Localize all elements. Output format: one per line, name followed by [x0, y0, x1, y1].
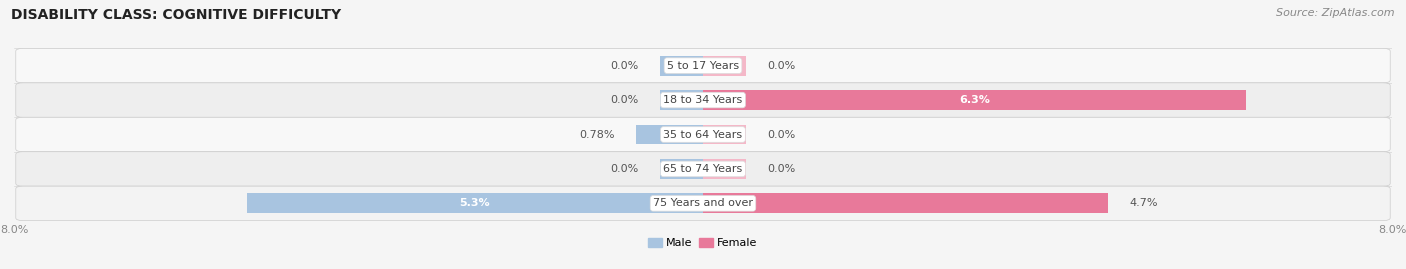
Text: 18 to 34 Years: 18 to 34 Years — [664, 95, 742, 105]
Text: 5 to 17 Years: 5 to 17 Years — [666, 61, 740, 71]
Bar — [703, 56, 747, 76]
Text: 65 to 74 Years: 65 to 74 Years — [664, 164, 742, 174]
Bar — [659, 90, 703, 110]
Text: 0.0%: 0.0% — [610, 95, 638, 105]
Bar — [636, 125, 703, 144]
FancyBboxPatch shape — [15, 48, 1391, 83]
Bar — [703, 125, 747, 144]
Text: 6.3%: 6.3% — [959, 95, 990, 105]
Text: 0.0%: 0.0% — [768, 164, 796, 174]
Bar — [703, 193, 1108, 213]
Bar — [246, 193, 703, 213]
Text: 4.7%: 4.7% — [1129, 198, 1157, 208]
Bar — [659, 159, 703, 179]
Text: 0.0%: 0.0% — [768, 61, 796, 71]
Text: DISABILITY CLASS: COGNITIVE DIFFICULTY: DISABILITY CLASS: COGNITIVE DIFFICULTY — [11, 8, 342, 22]
Text: 75 Years and over: 75 Years and over — [652, 198, 754, 208]
Text: 5.3%: 5.3% — [460, 198, 491, 208]
Bar — [703, 90, 1246, 110]
Text: 0.0%: 0.0% — [610, 61, 638, 71]
Text: 0.78%: 0.78% — [579, 129, 614, 140]
Text: 35 to 64 Years: 35 to 64 Years — [664, 129, 742, 140]
Legend: Male, Female: Male, Female — [644, 233, 762, 253]
Bar — [659, 56, 703, 76]
FancyBboxPatch shape — [15, 117, 1391, 152]
Text: 0.0%: 0.0% — [610, 164, 638, 174]
FancyBboxPatch shape — [15, 152, 1391, 186]
Bar — [703, 159, 747, 179]
FancyBboxPatch shape — [15, 186, 1391, 221]
FancyBboxPatch shape — [15, 83, 1391, 117]
Text: 0.0%: 0.0% — [768, 129, 796, 140]
Text: Source: ZipAtlas.com: Source: ZipAtlas.com — [1277, 8, 1395, 18]
